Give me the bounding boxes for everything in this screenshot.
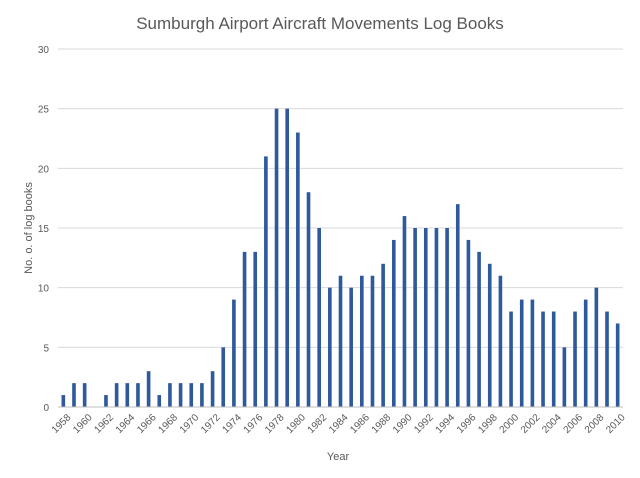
bar-1967 [157, 395, 162, 407]
bar-1965 [136, 383, 140, 407]
x-tick-label: 1960 [71, 412, 95, 436]
x-tick-label: 1994 [434, 412, 458, 436]
y-axis-label: No. o. of log books [23, 182, 35, 274]
x-tick-labels: 1958196019621964196619681970197219741976… [50, 412, 628, 436]
bar-1978 [274, 108, 279, 408]
bar-1996 [466, 239, 471, 407]
x-tick-label: 1976 [242, 412, 266, 436]
bar-1962 [104, 395, 108, 407]
x-axis-label: Year [327, 451, 350, 463]
bar-1959 [72, 383, 76, 407]
bar-1984 [338, 275, 343, 407]
bar-1963 [114, 383, 119, 407]
bar-2001 [519, 299, 524, 407]
bar-2004 [551, 311, 556, 407]
x-tick-label: 2004 [540, 412, 564, 436]
y-tick-label: 30 [38, 45, 50, 56]
bar-1964 [125, 383, 130, 407]
bar-1991 [413, 228, 417, 407]
gridlines [58, 48, 623, 348]
y-tick-label: 0 [43, 403, 49, 414]
bar-1970 [189, 383, 194, 407]
x-tick-label: 2002 [519, 412, 543, 436]
bar-1987 [370, 275, 375, 407]
x-tick-label: 1962 [93, 412, 117, 436]
x-tick-label: 1998 [476, 412, 500, 436]
bar-1982 [317, 228, 321, 407]
bar-1994 [445, 228, 449, 407]
x-tick-label: 2010 [604, 412, 628, 436]
bar-1958 [61, 395, 66, 407]
y-tick-label: 5 [43, 343, 49, 354]
x-tick-label: 1996 [455, 412, 479, 436]
x-tick-label: 1970 [178, 412, 202, 436]
bar-1971 [200, 383, 204, 407]
bar-1974 [232, 299, 236, 407]
bar-2000 [509, 311, 513, 407]
x-tick-label: 1964 [114, 412, 138, 436]
x-tick-label: 1974 [220, 412, 244, 436]
y-tick-labels: 0 5 10 15 20 25 30 [38, 45, 50, 414]
y-tick-label: 20 [38, 164, 50, 175]
bar-1983 [328, 287, 332, 407]
bar-2009 [605, 311, 609, 407]
bar-1993 [434, 228, 439, 407]
bar-2003 [541, 311, 545, 407]
bars [61, 108, 620, 408]
x-tick-label: 1968 [156, 412, 180, 436]
x-tick-label: 1982 [306, 412, 330, 436]
bar-2005 [562, 347, 567, 407]
x-tick-label: 2008 [583, 412, 607, 436]
bar-1969 [178, 383, 183, 407]
x-tick-label: 2006 [562, 412, 586, 436]
x-tick-label: 1984 [327, 412, 351, 436]
x-tick-label: 1992 [412, 412, 436, 436]
bar-1977 [264, 156, 268, 407]
bar-1981 [306, 192, 311, 407]
x-tick-label: 2000 [498, 412, 522, 436]
bar-1980 [296, 132, 300, 408]
bar-1966 [146, 371, 151, 407]
bar-1990 [402, 216, 407, 407]
x-tick-label: 1966 [135, 412, 159, 436]
y-tick-label: 25 [38, 105, 50, 116]
bar-1976 [253, 251, 258, 407]
bar-1972 [210, 371, 215, 407]
x-tick-label: 1990 [391, 412, 415, 436]
bar-1960 [82, 383, 87, 407]
bar-1989 [391, 239, 396, 407]
bar-2007 [583, 299, 588, 407]
bar-1992 [423, 228, 428, 407]
bar-2008 [594, 287, 599, 407]
x-tick-label: 1988 [370, 412, 394, 436]
bar-1979 [285, 108, 290, 408]
bar-2002 [530, 299, 535, 407]
bar-1999 [498, 275, 503, 407]
chart-title: Sumburgh Airport Aircraft Movements Log … [136, 14, 504, 33]
bar-1985 [349, 287, 353, 407]
bar-1998 [487, 263, 492, 407]
bar-1988 [381, 263, 385, 407]
bar-1995 [455, 204, 460, 407]
bar-1997 [477, 251, 481, 407]
x-tick-label: 1972 [199, 412, 223, 436]
bar-1968 [168, 383, 172, 407]
bar-1973 [221, 347, 226, 407]
y-tick-label: 15 [38, 224, 50, 235]
bar-1975 [242, 251, 247, 407]
x-tick-label: 1980 [284, 412, 308, 436]
bar-2006 [573, 311, 577, 407]
x-tick-label: 1958 [50, 412, 74, 436]
bar-1986 [360, 275, 364, 407]
x-tick-label: 1986 [348, 412, 372, 436]
bar-2010 [615, 323, 620, 407]
y-tick-label: 10 [38, 284, 50, 295]
x-tick-label: 1978 [263, 412, 287, 436]
